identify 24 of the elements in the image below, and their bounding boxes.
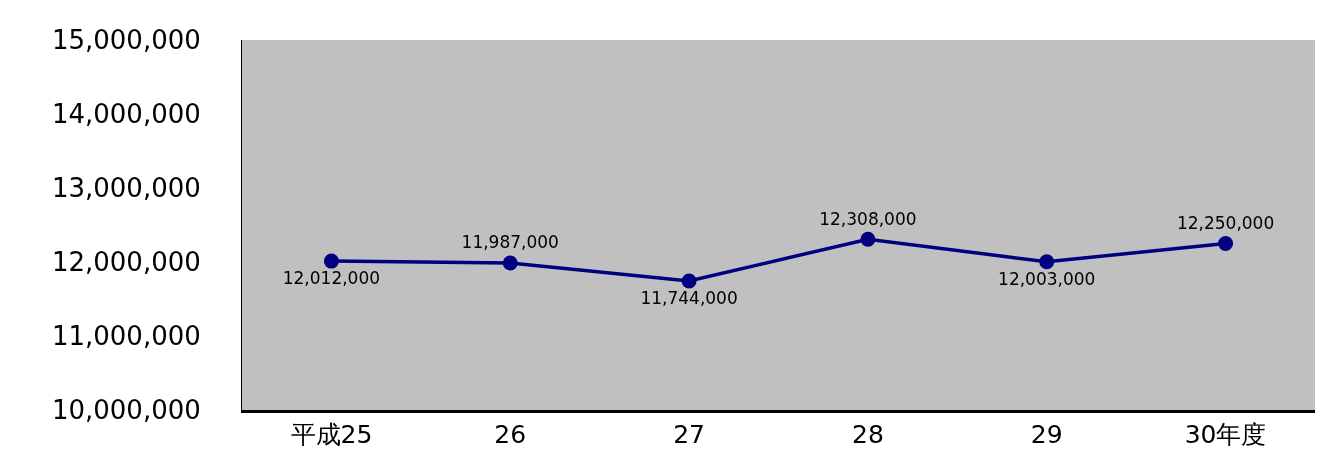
x-tick-label: 平成25 [290,420,373,449]
y-tick-label: 10,000,000 [51,395,201,426]
data-label: 12,308,000 [819,208,917,229]
point [860,231,876,247]
y-tick-label: 11,000,000 [51,321,201,352]
y-tick-label: 12,000,000 [51,247,201,278]
point [1218,236,1234,251]
x-tick-label: 27 [673,420,705,449]
x-tick-label: 28 [852,420,884,449]
point [1039,254,1055,270]
data-label: 11,987,000 [461,232,559,253]
x-tick-label: 30年度 [1184,420,1267,449]
point [502,255,518,271]
x-tick-label: 29 [1030,420,1063,449]
point [323,253,339,269]
y-tick-label: 13,000,000 [51,173,201,204]
point [681,273,697,289]
data-label: 12,012,000 [282,268,381,289]
data-label: 12,003,000 [998,268,1096,289]
data-label: 11,744,000 [640,288,738,309]
y-tick-label: 15,000,000 [51,25,201,56]
x-tick-label: 26 [494,420,527,449]
y-tick-label: 14,000,000 [51,99,201,130]
data-label: 12,250,000 [1176,212,1275,233]
